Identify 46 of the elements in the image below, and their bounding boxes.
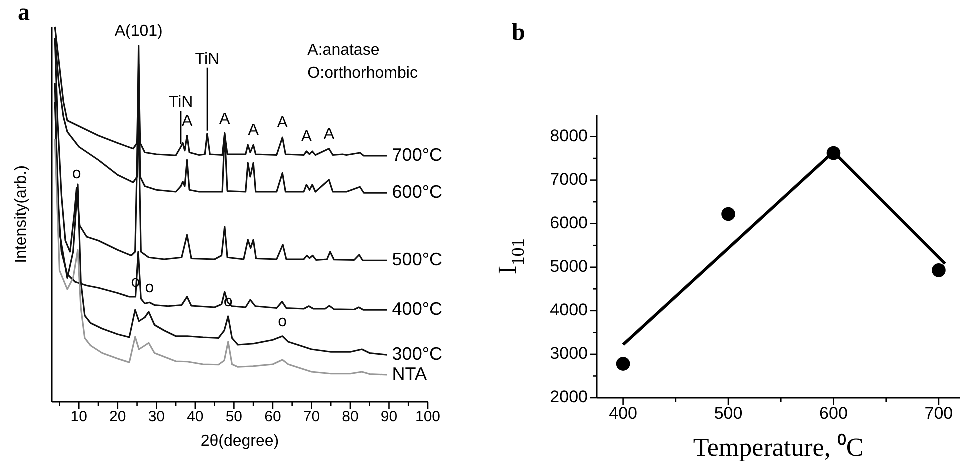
x-tick-label: 30 — [148, 408, 166, 426]
chart-title: a — [18, 0, 30, 26]
annotation: A — [220, 111, 231, 128]
x-tick-label: 60 — [264, 408, 282, 426]
y-tick-label: 5000 — [550, 256, 588, 276]
x-tick-label: 100 — [415, 408, 441, 426]
y-axis-title: Intensity(arb.) — [13, 166, 30, 264]
x-tick-label: 500 — [714, 404, 743, 423]
annotation: TiN — [195, 51, 220, 68]
annotation: o — [278, 314, 288, 331]
x-tick-label: 400 — [609, 404, 638, 423]
annotation: O:orthorhombic — [308, 65, 418, 82]
x-tick-label: 20 — [110, 408, 126, 426]
x-tick-label: 50 — [226, 408, 243, 426]
annotation: A:anatase — [308, 42, 380, 59]
x-tick-label: 700 — [924, 404, 954, 423]
annotation: A — [182, 112, 193, 130]
x-tick-label: 10 — [70, 408, 88, 426]
x-tick-label: 90 — [380, 408, 398, 426]
x-axis-title: Temperature, ⁰C — [693, 433, 864, 462]
y-tick-label: 7000 — [550, 170, 588, 189]
annotation: A — [324, 126, 335, 144]
series-label: 600°C — [392, 182, 443, 202]
annotation: A(101) — [114, 22, 163, 40]
y-tick-label: 6000 — [550, 213, 588, 232]
series-label: NTA — [392, 364, 427, 384]
series-label: 300°C — [392, 344, 443, 364]
series-label: 700°C — [392, 144, 443, 165]
annotation: A — [277, 114, 288, 132]
x-tick-label: 70 — [303, 408, 320, 426]
y-tick-label: 2000 — [550, 387, 588, 406]
annotation: A — [248, 122, 260, 140]
annotation: TiN — [168, 94, 194, 112]
x-tick-label: 80 — [342, 408, 359, 426]
x-axis-title: 2θ(degree) — [200, 433, 280, 450]
y-tick-label: 4000 — [550, 300, 588, 320]
series-label: 500°C — [392, 249, 443, 270]
y-tick-label: 8000 — [550, 126, 588, 146]
chart-title: b — [512, 20, 526, 46]
y-tick-label: 3000 — [550, 344, 588, 363]
series-label: 400°C — [392, 298, 443, 319]
annotation: A — [301, 128, 312, 146]
annotation: o — [145, 280, 154, 297]
annotation: o — [72, 165, 82, 182]
x-tick-label: 40 — [187, 408, 204, 426]
x-tick-label: 600 — [820, 404, 848, 423]
